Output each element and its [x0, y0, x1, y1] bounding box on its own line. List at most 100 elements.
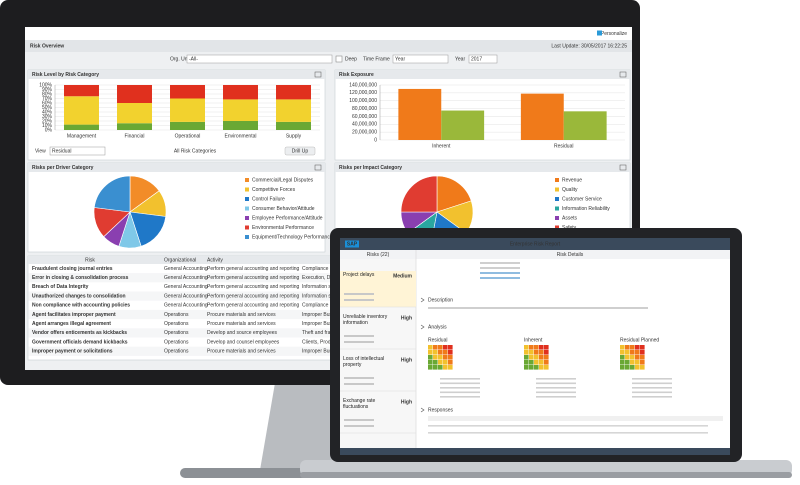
section-title: Analysis: [428, 324, 447, 330]
section-chevron[interactable]: [420, 407, 425, 413]
pie-slice: [93, 175, 131, 213]
table-cell: Procure materials and services: [207, 349, 276, 355]
table-cell: Compliance: [302, 303, 329, 309]
bar-segment: [64, 85, 99, 97]
page-header: [25, 40, 632, 52]
table-cell: Agent arranges illegal agreement: [32, 321, 111, 327]
top-bar: [25, 27, 632, 40]
panel-header: [335, 163, 630, 172]
maximize-icon[interactable]: [619, 71, 627, 78]
x-tick-label: Residual: [554, 143, 573, 149]
table-cell: Clients, Product and: [302, 339, 347, 345]
button-label: Drill Up: [292, 148, 309, 154]
heatmap-cell: [630, 345, 635, 350]
panel-header: [28, 70, 325, 79]
dropdown[interactable]: [392, 54, 449, 64]
metric-line: [536, 378, 576, 380]
table-cell: Procure materials and services: [207, 321, 276, 327]
bar: [563, 111, 607, 140]
dropdown-value: -All-: [189, 56, 198, 62]
heatmap-cell: [625, 350, 630, 355]
metric-line: [440, 382, 480, 385]
checkbox[interactable]: [335, 55, 343, 63]
heatmap-cell: [620, 355, 625, 360]
app-title: Enterprise Risk Report: [510, 242, 561, 248]
table-row-stripe: [28, 346, 630, 356]
table-cell: Improper Business or M: [302, 349, 355, 355]
metric-line: [536, 387, 576, 389]
risk-item: Exchange rate fluctuations: [343, 398, 375, 410]
section-title: Description: [428, 297, 453, 303]
panel-title: Risk Level by Risk Category: [32, 72, 99, 78]
heatmap-cell: [534, 360, 539, 365]
item-detail: [344, 299, 374, 301]
heatmap-cell: [443, 365, 448, 370]
maximize-icon[interactable]: [314, 71, 322, 78]
bar-segment: [117, 85, 152, 103]
filter-label: Time Frame: [363, 56, 390, 62]
table-row-stripe: [28, 328, 630, 338]
heatmap-cell: [625, 360, 630, 365]
heatmap-cell: [539, 360, 544, 365]
table-row-stripe: [28, 291, 630, 301]
y-tick-label: 20,000,000: [352, 129, 377, 135]
dropdown[interactable]: [468, 54, 498, 64]
heatmap-cell: [534, 365, 539, 370]
table-cell: Develop and counsel employees: [207, 339, 280, 345]
maximize-icon[interactable]: [314, 164, 322, 171]
heatmap-cell: [428, 355, 433, 360]
risk-item: Project delays: [343, 272, 374, 278]
bar-segment: [117, 123, 152, 130]
y-tick-label: 90%: [42, 87, 53, 93]
risk-name: Loss of intellectual property: [343, 356, 385, 368]
bar-segment: [276, 99, 311, 122]
legend-label: Equipment/Technology Performance: [252, 234, 333, 240]
laptop-base-edge: [300, 472, 792, 478]
y-tick-label: 30%: [42, 114, 53, 120]
metric-line: [632, 396, 672, 398]
legend-swatch: [245, 216, 249, 220]
heatmap-cell: [438, 360, 443, 365]
table-cell: General Accounting: [164, 266, 208, 272]
last-update: Last Update: 30/05/2017 16:22:25: [551, 43, 627, 49]
legend-label: Information Reliability: [562, 206, 610, 212]
y-tick-label: 80,000,000: [352, 106, 377, 112]
table-cell: Operations: [164, 349, 189, 355]
heatmap-cell: [433, 365, 438, 370]
dropdown[interactable]: [186, 54, 333, 64]
bar: [520, 93, 564, 140]
metric-line: [440, 378, 480, 380]
item-detail: [344, 377, 374, 379]
panel-header: [28, 163, 325, 172]
legend-label: Commercial/Legal Disputes: [252, 177, 314, 183]
bar-segment: [223, 99, 258, 121]
section-chevron[interactable]: [420, 297, 425, 303]
table-cell: Perform general accounting and reporting: [207, 275, 299, 281]
heatmap-cell: [428, 345, 433, 350]
table-cell: Improper Business or M: [302, 321, 355, 327]
risk-level: High: [401, 399, 412, 405]
response-line: [428, 425, 708, 427]
button[interactable]: [284, 146, 316, 156]
checkbox-label: Deep: [345, 56, 357, 62]
bar-segment: [64, 96, 99, 125]
table-cell: Perform general accounting and reporting: [207, 284, 299, 290]
heatmap-cell: [640, 355, 645, 360]
section-chevron[interactable]: [420, 324, 425, 330]
metric-line: [440, 387, 480, 389]
bar-segment: [223, 85, 258, 100]
risk-level: Medium: [393, 273, 412, 279]
heatmap-cell: [534, 350, 539, 355]
bar-segment: [223, 121, 258, 130]
heatmap-title: Inherent: [524, 337, 543, 343]
heatmap-cell: [443, 350, 448, 355]
heatmap-cell: [620, 365, 625, 370]
column-header: Organizational: [164, 257, 196, 263]
maximize-icon[interactable]: [619, 164, 627, 171]
panel-title: Risks per Driver Category: [32, 165, 94, 171]
legend-label: Quality: [562, 187, 578, 193]
dropdown[interactable]: [49, 146, 106, 156]
item-detail: [344, 419, 374, 421]
view-label: View: [35, 148, 46, 154]
table-cell: General Accounting: [164, 293, 208, 299]
